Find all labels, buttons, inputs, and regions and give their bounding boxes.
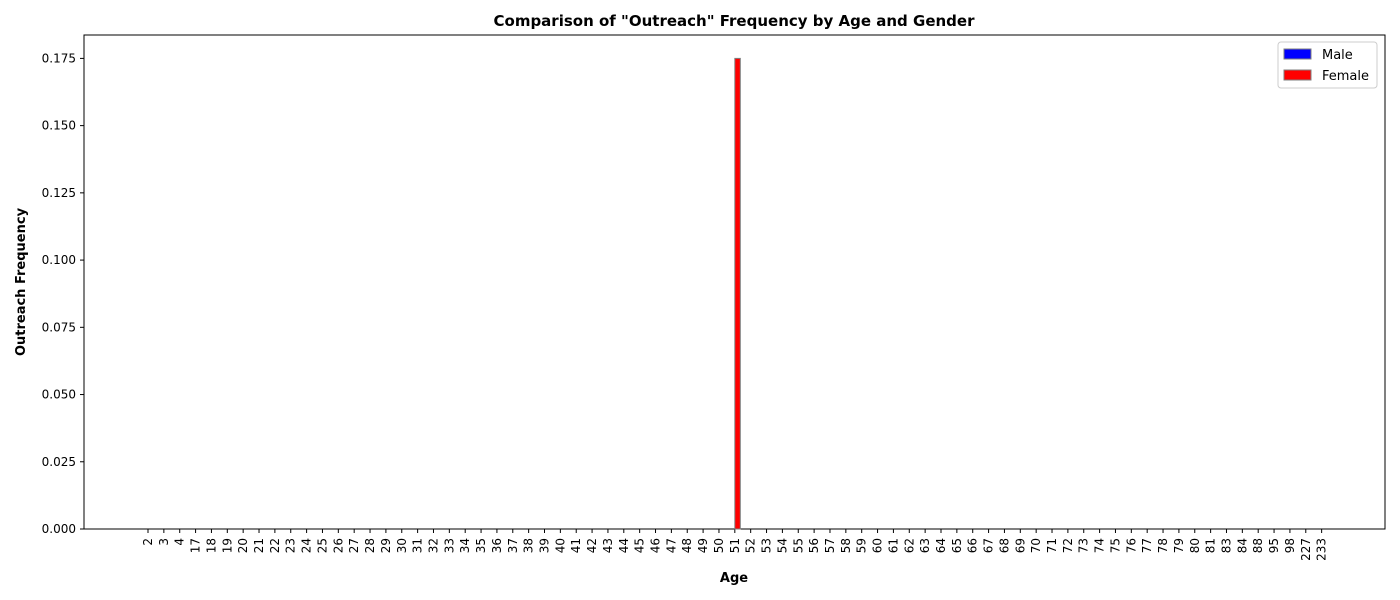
x-tick-label: 32 xyxy=(426,538,440,553)
x-tick-label: 83 xyxy=(1219,538,1233,553)
x-tick-label: 66 xyxy=(966,538,980,553)
x-tick-label: 40 xyxy=(553,538,567,553)
x-tick-label: 3 xyxy=(157,538,171,546)
x-tick-label: 2 xyxy=(141,538,155,546)
x-tick-label: 30 xyxy=(395,538,409,553)
x-tick-label: 29 xyxy=(379,538,393,553)
x-tick-label: 51 xyxy=(728,538,742,553)
x-tick-label: 76 xyxy=(1124,538,1138,553)
x-tick-label: 52 xyxy=(744,538,758,553)
y-axis-title: Outreach Frequency xyxy=(14,207,29,356)
x-tick-label: 78 xyxy=(1156,538,1170,553)
legend-label-female: Female xyxy=(1322,69,1369,84)
x-tick-label: 56 xyxy=(807,538,821,553)
x-tick-label: 4 xyxy=(173,538,187,546)
y-tick-label: 0.125 xyxy=(42,186,76,200)
x-tick-label: 79 xyxy=(1172,538,1186,553)
x-tick-label: 62 xyxy=(902,538,916,553)
x-tick-label: 18 xyxy=(204,538,218,553)
legend-swatch-female xyxy=(1283,69,1312,81)
x-tick-label: 233 xyxy=(1315,538,1329,561)
x-tick-label: 27 xyxy=(347,538,361,553)
x-tick-label: 25 xyxy=(315,538,329,553)
x-tick-label: 48 xyxy=(680,538,694,553)
x-tick-label: 37 xyxy=(506,538,520,553)
legend-swatch-male xyxy=(1283,48,1312,60)
bar-female-51 xyxy=(734,57,741,530)
x-axis-title: Age xyxy=(720,571,748,586)
x-tick-label: 59 xyxy=(855,538,869,553)
x-tick-label: 95 xyxy=(1267,538,1281,553)
x-tick-label: 45 xyxy=(633,538,647,553)
x-tick-label: 38 xyxy=(522,538,536,553)
x-tick-label: 57 xyxy=(823,538,837,553)
x-tick-label: 73 xyxy=(1077,538,1091,553)
x-tick-label: 64 xyxy=(934,538,948,553)
x-tick-label: 42 xyxy=(585,538,599,553)
y-tick-label: 0.050 xyxy=(42,388,76,402)
x-tick-label: 77 xyxy=(1140,538,1154,553)
x-tick-label: 49 xyxy=(696,538,710,553)
x-tick-label: 50 xyxy=(712,538,726,553)
x-tick-label: 36 xyxy=(490,538,504,553)
x-tick-label: 31 xyxy=(411,538,425,553)
y-tick-label: 0.150 xyxy=(42,119,76,133)
x-tick-label: 26 xyxy=(331,538,345,553)
x-tick-label: 98 xyxy=(1283,538,1297,553)
x-tick-label: 24 xyxy=(300,538,314,553)
x-tick-label: 28 xyxy=(363,538,377,553)
x-tick-label: 54 xyxy=(775,538,789,553)
y-tick-label: 0.075 xyxy=(42,320,76,334)
x-tick-label: 72 xyxy=(1061,538,1075,553)
x-tick-label: 17 xyxy=(189,538,203,553)
x-tick-label: 21 xyxy=(252,538,266,553)
x-tick-label: 33 xyxy=(442,538,456,553)
x-tick-label: 20 xyxy=(236,538,250,553)
x-tick-label: 68 xyxy=(997,538,1011,553)
x-tick-label: 227 xyxy=(1299,538,1313,561)
y-tick-label: 0.000 xyxy=(42,522,76,536)
x-tick-label: 22 xyxy=(268,538,282,553)
x-tick-label: 81 xyxy=(1204,538,1218,553)
legend-label-male: Male xyxy=(1322,48,1353,63)
x-tick-label: 84 xyxy=(1235,538,1249,553)
y-tick-label: 0.175 xyxy=(42,51,76,65)
x-tick-label: 43 xyxy=(601,538,615,553)
x-tick-label: 23 xyxy=(284,538,298,553)
plot-area: 0.000 0.025 0.050 0.075 0.100 0.125 0.150 0.175… xyxy=(42,34,1386,561)
x-tick-label: 65 xyxy=(950,538,964,553)
chart-title: Comparison of "Outreach" Frequency by Ag… xyxy=(494,12,976,30)
x-tick-label: 39 xyxy=(538,538,552,553)
y-tick-label: 0.025 xyxy=(42,455,76,469)
x-tick-label: 61 xyxy=(886,538,900,553)
x-tick-label: 70 xyxy=(1029,538,1043,553)
x-tick-label: 19 xyxy=(220,538,234,553)
x-tick-label: 47 xyxy=(664,538,678,553)
x-tick-label: 60 xyxy=(871,538,885,553)
x-tick-label: 74 xyxy=(1093,538,1107,553)
x-tick-label: 58 xyxy=(839,538,853,553)
x-tick-label: 67 xyxy=(982,538,996,553)
x-tick-label: 44 xyxy=(617,538,631,553)
x-tick-label: 46 xyxy=(649,538,663,553)
x-tick-label: 80 xyxy=(1188,538,1202,553)
x-tick-label: 35 xyxy=(474,538,488,553)
x-tick-label: 71 xyxy=(1045,538,1059,553)
x-tick-label: 55 xyxy=(791,538,805,553)
x-tick-label: 75 xyxy=(1108,538,1122,553)
x-tick-label: 41 xyxy=(569,538,583,553)
x-tick-label: 69 xyxy=(1013,538,1027,553)
x-tick-label: 34 xyxy=(458,538,472,553)
y-tick-label: 0.100 xyxy=(42,253,76,267)
x-tick-label: 53 xyxy=(760,538,774,553)
x-tick-label: 88 xyxy=(1251,538,1265,553)
legend: Male Female xyxy=(1277,41,1378,89)
x-tick-label: 63 xyxy=(918,538,932,553)
